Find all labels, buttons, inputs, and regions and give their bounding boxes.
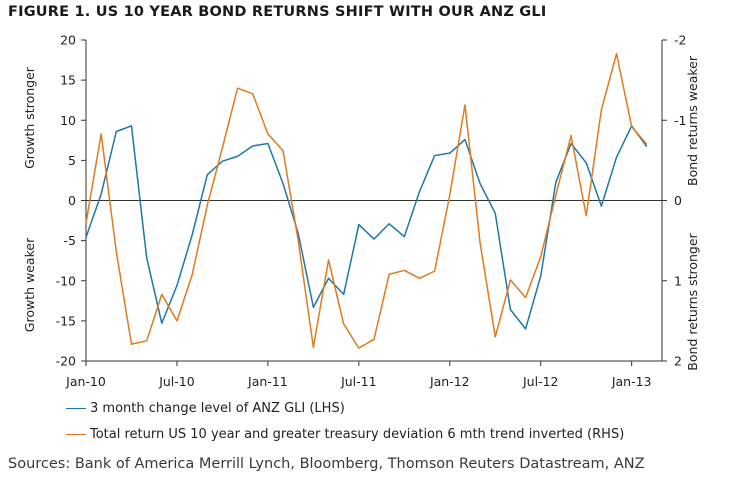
right-axis-label-top: Bond returns weaker <box>685 55 700 186</box>
left-tick-label: 0 <box>68 193 76 208</box>
left-axis-label-top: Growth stronger <box>22 66 37 169</box>
left-tick-label: -20 <box>56 354 76 369</box>
x-tick-label: Jul-10 <box>158 374 195 389</box>
legend-item-bond: Total return US 10 year and greater trea… <box>66 426 624 442</box>
left-axis-label-bottom: Growth weaker <box>22 237 37 332</box>
legend-label-bond: Total return US 10 year and greater trea… <box>90 426 625 442</box>
legend-swatch-gli <box>66 407 86 409</box>
chart-title: FIGURE 1. US 10 YEAR BOND RETURNS SHIFT … <box>8 4 547 20</box>
right-axis-label-bottom: Bond returns stronger <box>685 232 700 370</box>
legend-label-gli: 3 month change level of ANZ GLI (LHS) <box>90 400 345 416</box>
left-tick-label: -5 <box>64 233 76 248</box>
series-line-gli <box>85 125 648 330</box>
left-tick-label: 20 <box>60 33 76 48</box>
legend-swatch-bond <box>66 433 86 435</box>
x-tick-label: Jan-11 <box>247 374 288 389</box>
left-tick-label: -15 <box>56 313 76 328</box>
x-tick-label: Jan-10 <box>65 374 106 389</box>
right-tick-label: 2 <box>674 354 682 369</box>
left-tick-label: 5 <box>68 153 76 168</box>
chart-axis-labels: Growth stronger Growth weaker Bond retur… <box>22 55 700 371</box>
x-tick-label: Jan-13 <box>611 374 652 389</box>
legend-item-gli: 3 month change level of ANZ GLI (LHS) <box>66 400 345 416</box>
source-note: Sources: Bank of America Merrill Lynch, … <box>8 456 645 472</box>
right-tick-label: -1 <box>674 113 686 128</box>
right-tick-label: -2 <box>674 33 686 48</box>
right-tick-label: 1 <box>674 273 682 288</box>
series-line-bond <box>85 52 648 349</box>
left-tick-label: -10 <box>56 273 76 288</box>
chart-axes <box>81 39 667 366</box>
x-tick-label: Jul-12 <box>522 374 559 389</box>
x-tick-label: Jul-11 <box>340 374 377 389</box>
right-tick-label: 0 <box>674 193 682 208</box>
chart-series <box>85 52 648 349</box>
x-tick-label: Jan-12 <box>429 374 470 389</box>
left-tick-label: 15 <box>60 73 76 88</box>
left-tick-label: 10 <box>60 113 76 128</box>
